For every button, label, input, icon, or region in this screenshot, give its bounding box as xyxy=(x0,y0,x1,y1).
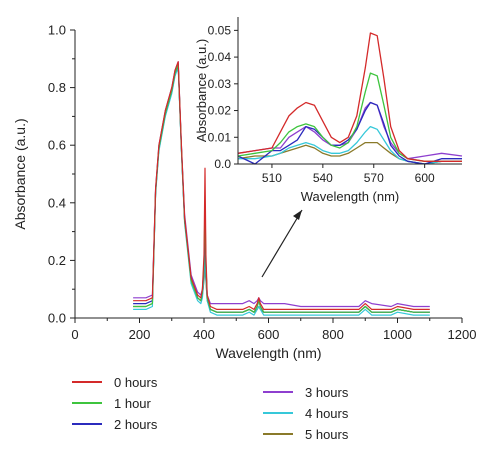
main-series-line-0 xyxy=(133,61,430,310)
inset-x-tick-label: 540 xyxy=(313,171,333,185)
main-y-tick-label: 0.8 xyxy=(48,80,66,95)
main-y-tick-label: 0.6 xyxy=(48,138,66,153)
main-y-tick-label: 1.0 xyxy=(48,23,66,38)
inset-x-axis-title: Wavelength (nm) xyxy=(301,189,400,204)
main-x-tick-label: 1000 xyxy=(383,327,412,342)
main-x-tick-label: 800 xyxy=(322,327,344,342)
inset-chart: 510 540 570 600 0.0 0.01 0.02 0.03 0.04 0.05 Wavel… xyxy=(194,17,463,204)
main-x-tick-label: 600 xyxy=(258,327,280,342)
inset-series-line-4 xyxy=(238,125,462,165)
main-y-tick-label: 0.2 xyxy=(48,253,66,268)
main-x-tick-label: 1200 xyxy=(448,327,477,342)
legend-label-4: 4 hours xyxy=(305,406,349,421)
inset-background xyxy=(238,17,462,164)
main-x-tick-label: 0 xyxy=(71,327,78,342)
main-y-tick-label: 0.0 xyxy=(48,311,66,326)
main-series-line-4 xyxy=(133,66,430,316)
legend-label-1: 1 hour xyxy=(114,396,152,411)
inset-series-line-2 xyxy=(237,101,462,165)
inset-series-line-0 xyxy=(237,32,462,162)
legend-label-5: 5 hours xyxy=(305,427,349,442)
legend-label-0: 0 hours xyxy=(114,375,158,390)
main-y-tick-label: 0.4 xyxy=(48,195,66,210)
inset-y-tick-label: 0.0 xyxy=(214,157,231,171)
main-chart: 0 200 400 600 800 1000 1200 0.0 0.2 0.4 0.6 0.8 1.0 W… xyxy=(12,23,476,362)
inset-x-tick-label: 600 xyxy=(415,171,435,185)
inset-y-tick-label: 0.03 xyxy=(208,77,232,91)
inset-x-tick-label: 510 xyxy=(262,171,282,185)
legend: 0 hours 1 hour 2 hours 3 hours 4 hours 5 hour… xyxy=(72,375,349,442)
inset-y-tick-label: 0.05 xyxy=(208,23,232,37)
legend-label-2: 2 hours xyxy=(114,417,158,432)
main-x-tick-label: 400 xyxy=(193,327,215,342)
inset-y-axis-title: Absorbance (a.u.) xyxy=(194,39,209,142)
legend-label-3: 3 hours xyxy=(305,385,349,400)
inset-y-tick-label: 0.01 xyxy=(208,130,232,144)
annotation-arrow xyxy=(261,209,303,278)
inset-series-line-1 xyxy=(237,72,462,162)
inset-y-tick-label: 0.04 xyxy=(208,50,232,64)
main-x-axis-title: Wavelength (nm) xyxy=(215,345,321,361)
inset-x-tick-label: 570 xyxy=(364,171,384,185)
main-x-tick-label: 200 xyxy=(129,327,151,342)
main-y-axis-title: Absorbance (a.u.) xyxy=(12,118,28,229)
inset-y-tick-label: 0.02 xyxy=(208,104,232,118)
main-series-line-1 xyxy=(133,63,430,313)
